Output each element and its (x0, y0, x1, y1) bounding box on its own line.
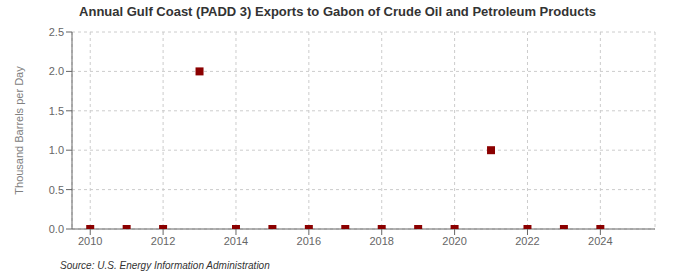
svg-text:2022: 2022 (515, 235, 539, 247)
svg-text:2.0: 2.0 (49, 65, 64, 77)
svg-text:2014: 2014 (224, 235, 248, 247)
svg-text:1.5: 1.5 (49, 105, 64, 117)
svg-text:Thousand Barrels per Day: Thousand Barrels per Day (13, 66, 25, 195)
svg-text:2.5: 2.5 (49, 26, 64, 38)
svg-text:2016: 2016 (297, 235, 321, 247)
html-text:Source: U.S. Energy Informatio: Source: U.S. Energy Information Administ… (60, 260, 270, 271)
svg-text:1.0: 1.0 (49, 144, 64, 156)
svg-text:2018: 2018 (369, 235, 393, 247)
svg-text:0.0: 0.0 (49, 223, 64, 235)
svg-text:2012: 2012 (151, 235, 175, 247)
svg-text:2010: 2010 (78, 235, 102, 247)
svg-text:2020: 2020 (442, 235, 466, 247)
svg-text:0.5: 0.5 (49, 184, 64, 196)
svg-text:2024: 2024 (588, 235, 612, 247)
html-text:Annual Gulf Coast (PADD 3) Exp: Annual Gulf Coast (PADD 3) Exports to Ga… (79, 4, 596, 19)
